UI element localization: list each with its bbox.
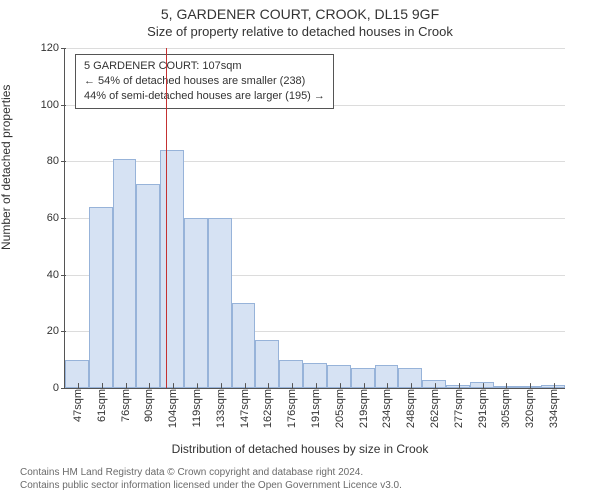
x-tick: 104sqm: [167, 389, 179, 428]
histogram-bar: [136, 184, 160, 388]
histogram-plot: 5 GARDENER COURT: 107sqm ← 54% of detach…: [64, 48, 565, 389]
x-tick: 248sqm: [405, 389, 417, 428]
marker-callout: 5 GARDENER COURT: 107sqm ← 54% of detach…: [75, 54, 334, 109]
histogram-bar: [184, 218, 208, 388]
histogram-bar: [327, 365, 351, 388]
callout-line-2: ← 54% of detached houses are smaller (23…: [84, 74, 325, 89]
x-tick: 219sqm: [358, 389, 370, 428]
property-marker-line: [166, 48, 167, 388]
callout-line-1: 5 GARDENER COURT: 107sqm: [84, 59, 325, 74]
x-tick: 119sqm: [191, 389, 203, 427]
x-tick: 205sqm: [334, 389, 346, 428]
x-tick: 291sqm: [477, 389, 489, 428]
histogram-bar: [160, 150, 184, 388]
credit-line-1: Contains HM Land Registry data © Crown c…: [20, 467, 402, 480]
x-tick: 47sqm: [72, 389, 84, 422]
x-tick: 76sqm: [120, 389, 132, 422]
x-tick: 61sqm: [96, 389, 108, 422]
y-tick: 20: [47, 325, 65, 337]
x-tick: 176sqm: [286, 389, 298, 428]
histogram-bar: [89, 207, 113, 388]
x-tick: 234sqm: [381, 389, 393, 428]
histogram-bar: [208, 218, 232, 388]
y-tick: 40: [47, 269, 65, 281]
histogram-bar: [303, 363, 327, 389]
credit-text: Contains HM Land Registry data © Crown c…: [20, 467, 402, 492]
histogram-bar: [446, 385, 470, 388]
histogram-bar: [65, 360, 89, 388]
y-tick: 60: [47, 212, 65, 224]
page-subtitle: Size of property relative to detached ho…: [0, 24, 600, 39]
callout-line-3: 44% of semi-detached houses are larger (…: [84, 89, 325, 104]
x-axis-label: Distribution of detached houses by size …: [0, 442, 600, 456]
histogram-bar: [232, 303, 256, 388]
x-tick: 277sqm: [453, 389, 465, 428]
x-tick: 133sqm: [215, 389, 227, 428]
histogram-bar: [470, 382, 494, 388]
histogram-bar: [113, 159, 137, 389]
x-tick: 90sqm: [143, 389, 155, 422]
x-tick: 262sqm: [429, 389, 441, 428]
x-tick: 305sqm: [500, 389, 512, 428]
y-tick: 120: [41, 42, 65, 54]
x-tick: 147sqm: [239, 389, 251, 428]
credit-line-2: Contains public sector information licen…: [20, 480, 402, 493]
histogram-bar: [255, 340, 279, 388]
page-title: 5, GARDENER COURT, CROOK, DL15 9GF: [0, 6, 600, 22]
y-tick: 80: [47, 155, 65, 167]
y-tick: 100: [41, 99, 65, 111]
x-tick: 191sqm: [310, 389, 322, 428]
x-tick: 334sqm: [548, 389, 560, 428]
y-axis-label: Number of detached properties: [0, 85, 13, 250]
x-tick: 162sqm: [262, 389, 274, 428]
x-tick: 320sqm: [524, 389, 536, 428]
histogram-bar: [351, 368, 375, 388]
